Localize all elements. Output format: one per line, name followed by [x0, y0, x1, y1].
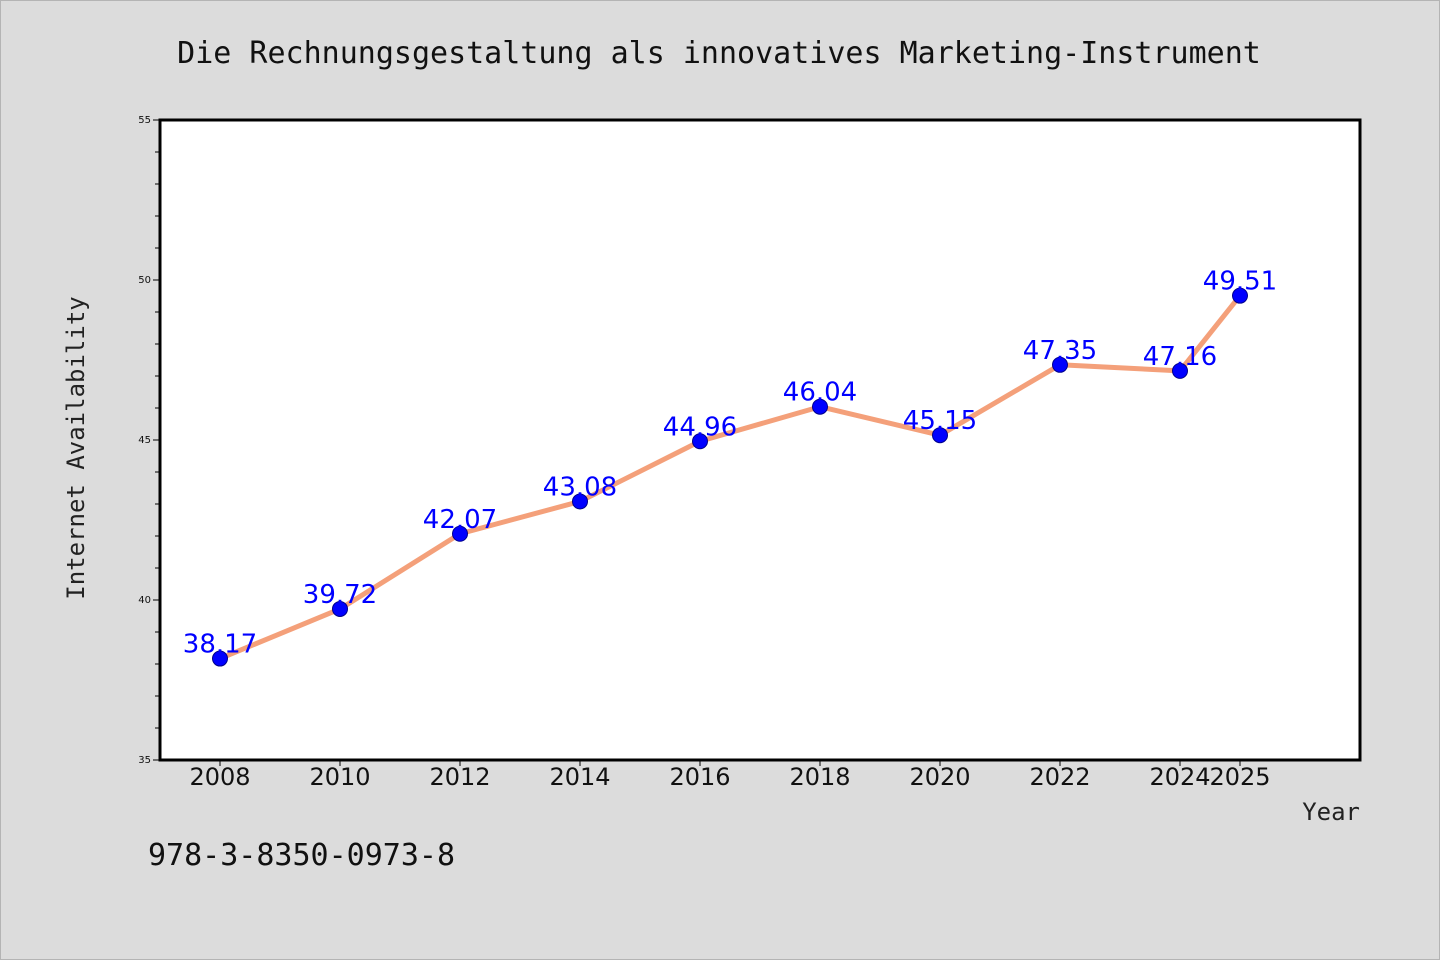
x-tick-label: 2024 — [1149, 763, 1210, 791]
x-tick-label: 2008 — [189, 763, 250, 791]
x-tick-label: 2022 — [1029, 763, 1090, 791]
data-point — [212, 650, 228, 667]
data-point — [692, 433, 708, 450]
x-tick-label: 2012 — [429, 763, 490, 791]
data-point — [1232, 287, 1248, 304]
data-label: 46.04 — [783, 378, 857, 408]
series-line — [217, 293, 1243, 662]
data-label: 45.15 — [903, 406, 977, 436]
x-tick-label: 2018 — [789, 763, 850, 791]
x-tick-label: 2016 — [669, 763, 730, 791]
y-tick-label: 50 — [138, 275, 151, 286]
data-point — [452, 525, 468, 542]
data-point — [812, 398, 828, 415]
x-tick-label: 2010 — [309, 763, 370, 791]
data-label: 47.16 — [1143, 342, 1217, 372]
data-label: 38.17 — [183, 630, 257, 660]
y-axis-label: Internet Availability — [62, 296, 90, 599]
x-axis-label: Year — [1302, 798, 1360, 826]
series-group: 38.17 39.72 42.07 43.08 44.96 46.04 45.15 47.35… — [183, 267, 1277, 667]
data-label: 49.51 — [1203, 267, 1277, 297]
y-tick-label: 40 — [138, 595, 151, 606]
y-tick-label: 55 — [138, 115, 151, 126]
x-tick-label: 2025 — [1209, 763, 1270, 791]
data-label: 43.08 — [543, 472, 617, 502]
data-label: 39.72 — [303, 580, 377, 610]
data-label: 47.35 — [1023, 336, 1097, 366]
data-point — [1052, 356, 1068, 373]
isbn-footer: 978-3-8350-0973-8 — [148, 838, 455, 873]
x-tick-label: 2020 — [909, 763, 970, 791]
data-label: 44.96 — [663, 412, 737, 442]
data-point — [932, 427, 948, 444]
data-point — [572, 493, 588, 510]
y-axis: 35 40 45 50 55 — [138, 115, 160, 766]
chart-title: Die Rechnungsgestaltung als innovatives … — [177, 36, 1261, 71]
data-point — [332, 600, 348, 617]
y-tick-label: 45 — [138, 435, 151, 446]
plot-area — [158, 118, 1362, 762]
x-tick-label: 2014 — [549, 763, 610, 791]
data-point — [1172, 362, 1188, 379]
data-label: 42.07 — [423, 505, 497, 535]
y-tick-label: 35 — [138, 755, 151, 766]
